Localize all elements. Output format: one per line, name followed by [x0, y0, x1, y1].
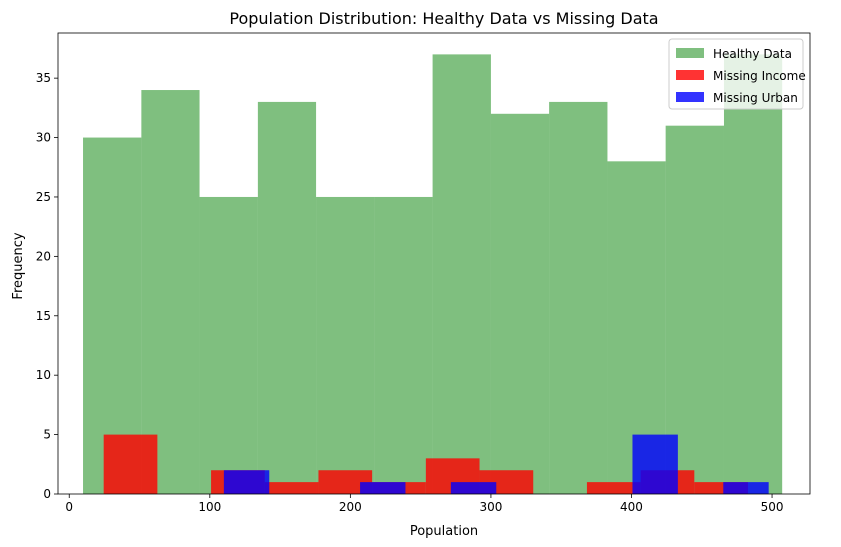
axes-frame: [57, 32, 811, 495]
x-tick-label: 500: [761, 500, 784, 514]
healthy-data-bar: [723, 54, 783, 494]
y-tick-label: 10: [36, 368, 51, 382]
x-tick-label: 200: [339, 500, 362, 514]
missing-income-bar: [586, 482, 641, 494]
y-tick-label: 20: [36, 249, 51, 263]
missing-urban-bar: [360, 482, 406, 494]
healthy-data-bar: [374, 196, 433, 494]
healthy-data-bar: [257, 101, 317, 495]
healthy-data-bar: [665, 125, 724, 494]
plot-area: [57, 32, 811, 495]
y-axis-label: Frequency: [11, 232, 26, 299]
healthy-data-bar: [316, 196, 375, 494]
y-tick-label: 0: [43, 487, 51, 501]
x-axis-label: Population: [410, 524, 478, 539]
y-tick-label: 30: [36, 131, 51, 145]
y-tick-label: 25: [36, 190, 51, 204]
missing-income-bar: [264, 482, 319, 494]
x-tick-label: 400: [620, 500, 643, 514]
healthy-data-legend-swatch: [676, 48, 704, 58]
x-tick-label: 100: [198, 500, 221, 514]
x-tick-label: 0: [65, 500, 73, 514]
missing-income-bar: [694, 482, 749, 494]
missing-income-bar: [103, 434, 158, 494]
missing-income-bar: [318, 470, 373, 494]
missing-urban-bar: [223, 470, 270, 494]
x-tick-label: 300: [479, 500, 502, 514]
missing-urban-bar: [450, 482, 497, 494]
healthy-data-bar: [141, 90, 200, 494]
missing-urban-legend-label: Missing Urban: [713, 91, 798, 105]
legend: Healthy Data Missing Income Missing Urban: [668, 38, 806, 110]
y-tick-label: 35: [36, 71, 51, 85]
missing-urban-bar: [723, 482, 769, 494]
healthy-data-bar: [432, 54, 491, 494]
healthy-data-legend-label: Healthy Data: [713, 47, 792, 61]
missing-urban-bar: [632, 434, 678, 494]
healthy-data-bar: [490, 113, 550, 494]
missing-income-legend-swatch: [676, 70, 704, 80]
x-axis: 0 100 200 300 400 500: [65, 494, 784, 514]
y-axis: 0 5 10 15 20 25 30 35: [36, 71, 58, 501]
healthy-data-bar: [549, 101, 608, 495]
missing-urban-legend-swatch: [676, 92, 704, 102]
y-tick-label: 15: [36, 309, 51, 323]
chart-title: Population Distribution: Healthy Data vs…: [229, 9, 658, 28]
healthy-data-bar: [199, 196, 258, 494]
missing-income-legend-label: Missing Income: [713, 69, 806, 83]
y-tick-label: 5: [43, 428, 51, 442]
